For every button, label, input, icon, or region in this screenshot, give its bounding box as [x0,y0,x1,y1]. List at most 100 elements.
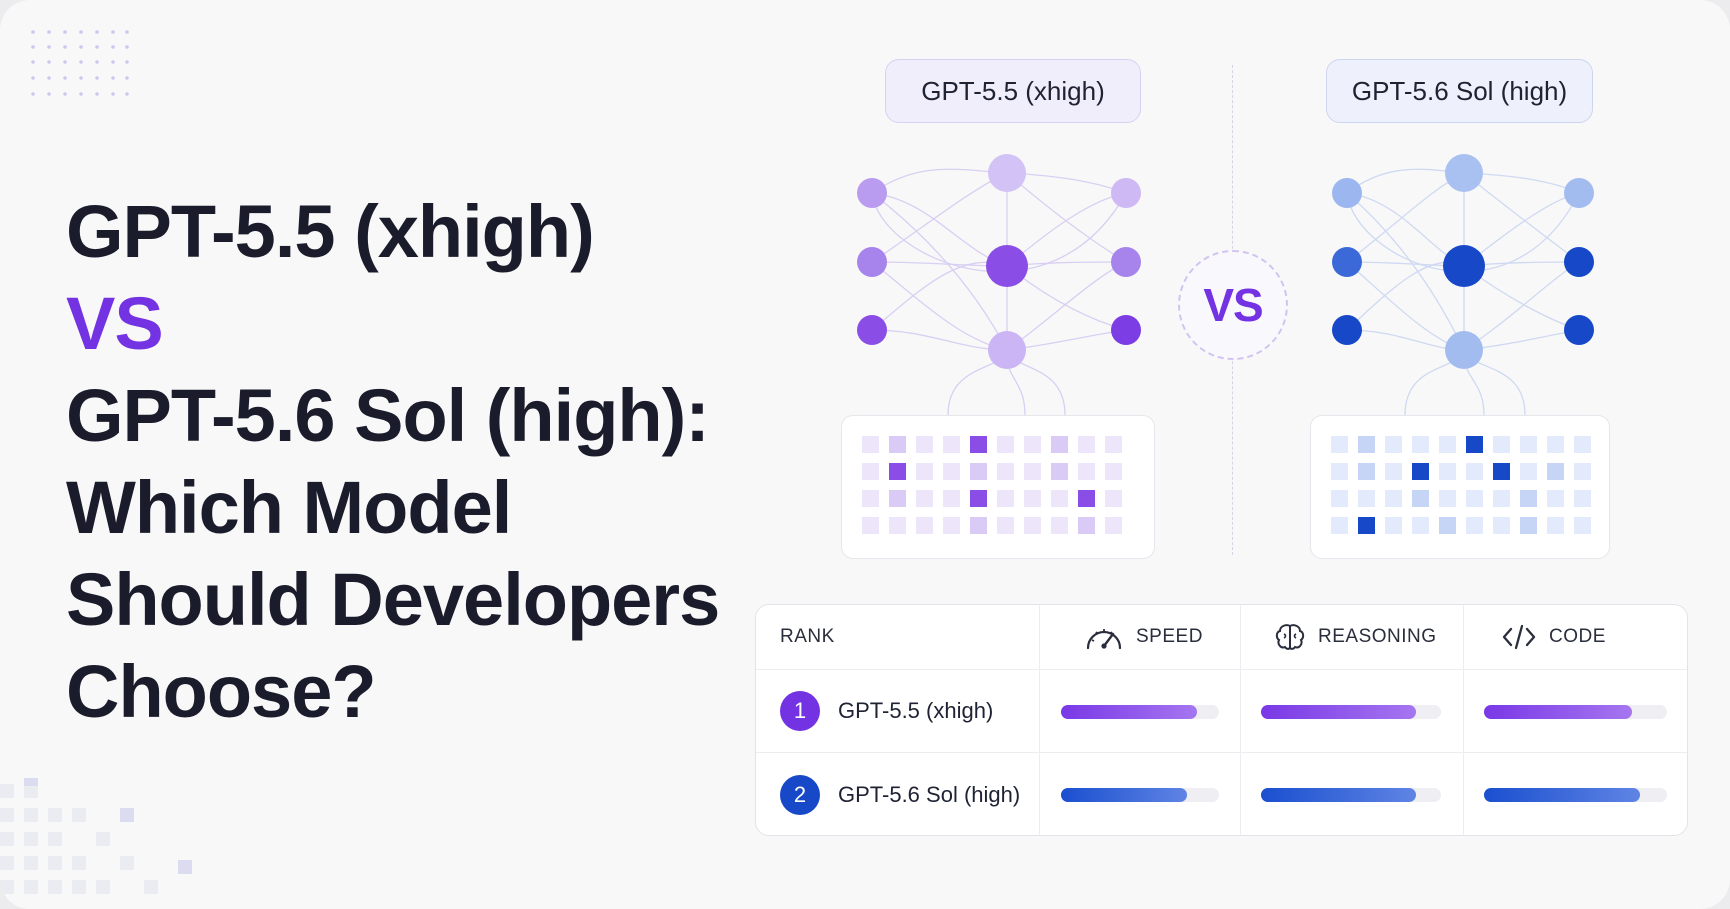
token-cell [916,490,933,507]
token-cell [889,490,906,507]
token-cell [862,490,879,507]
token-cell [1412,490,1429,507]
token-cell [1051,463,1068,480]
token-cell [1024,463,1041,480]
header-code-label: CODE [1549,626,1606,647]
left-node [857,315,887,345]
left-node [857,178,887,208]
token-cell [1078,517,1095,534]
token-cell [1520,463,1537,480]
token-cell [1439,517,1456,534]
token-cell [1051,517,1068,534]
token-cell [1466,436,1483,453]
right-node [1564,178,1594,208]
code-bar [1484,705,1667,719]
token-cell [916,436,933,453]
right-node [1332,178,1362,208]
left-model-label: GPT-5.5 (xhigh) [885,59,1141,123]
dot-grid-decoration [31,30,129,96]
speed-bar [1061,705,1219,719]
token-cell [1547,436,1564,453]
token-cell [1547,490,1564,507]
token-cell [1105,490,1122,507]
token-cell [1493,436,1510,453]
token-cell [1024,490,1041,507]
token-cell [1412,436,1429,453]
token-cell [1078,436,1095,453]
token-cell [1105,436,1122,453]
token-cell [1024,517,1041,534]
right-token-grid [1310,415,1610,559]
token-cell [1520,436,1537,453]
token-cell [862,517,879,534]
headline-vs: VS [66,282,164,365]
token-cell [1547,463,1564,480]
headline: GPT-5.5 (xhigh) VS GPT-5.6 Sol (high): W… [66,186,726,738]
token-cell [997,517,1014,534]
token-cell [1358,436,1375,453]
token-cell [1466,490,1483,507]
token-cell [1105,463,1122,480]
token-cell [1466,517,1483,534]
headline-line-3: GPT-5.6 Sol (high): [66,374,710,457]
speedometer-icon [1086,629,1122,650]
token-cell [1358,490,1375,507]
right-node [1564,247,1594,277]
header-code: CODE [1501,605,1606,669]
left-node [988,154,1026,192]
token-cell [1105,517,1122,534]
token-cell [889,463,906,480]
token-cell [1051,490,1068,507]
reasoning-bar [1261,705,1441,719]
token-cell [997,463,1014,480]
token-cell [970,490,987,507]
token-cell [1493,517,1510,534]
token-cell [889,517,906,534]
table-row: 2 GPT-5.6 Sol (high) [756,753,1687,835]
token-cell [1331,517,1348,534]
token-cell [1574,463,1591,480]
left-network-edges [871,168,1127,416]
pixel-decoration [0,778,192,894]
right-network-edges [1346,168,1580,416]
headline-line-5: Should Developers [66,558,720,641]
token-cell [862,463,879,480]
token-cell [916,463,933,480]
token-cell [1412,463,1429,480]
right-node [1445,154,1483,192]
right-node [1332,247,1362,277]
token-cell [943,463,960,480]
headline-line-6: Choose? [66,650,377,733]
token-cell [1331,490,1348,507]
model-name: GPT-5.5 (xhigh) [838,698,994,723]
token-cell [1547,517,1564,534]
token-cell [1439,490,1456,507]
token-cell [1439,436,1456,453]
token-cell [889,436,906,453]
model-cell: 2 GPT-5.6 Sol (high) [780,753,1021,835]
token-cell [1331,463,1348,480]
speed-bar [1061,788,1219,802]
token-cell [1439,463,1456,480]
token-cell [943,436,960,453]
rank-badge: 1 [780,691,820,731]
token-cell [1574,517,1591,534]
token-cell [1385,463,1402,480]
header-speed: SPEED [1084,605,1203,669]
model-name: GPT-5.6 Sol (high) [838,782,1021,807]
token-cell [1358,463,1375,480]
token-cell [1520,517,1537,534]
table-row: 1 GPT-5.5 (xhigh) [756,670,1687,753]
token-cell [916,517,933,534]
token-cell [1331,436,1348,453]
reasoning-bar [1261,788,1441,802]
right-node [1332,315,1362,345]
token-cell [862,436,879,453]
token-cell [1078,463,1095,480]
left-node [1111,178,1141,208]
token-cell [1385,436,1402,453]
left-node [1111,247,1141,277]
left-node [988,331,1026,369]
token-cell [1024,436,1041,453]
